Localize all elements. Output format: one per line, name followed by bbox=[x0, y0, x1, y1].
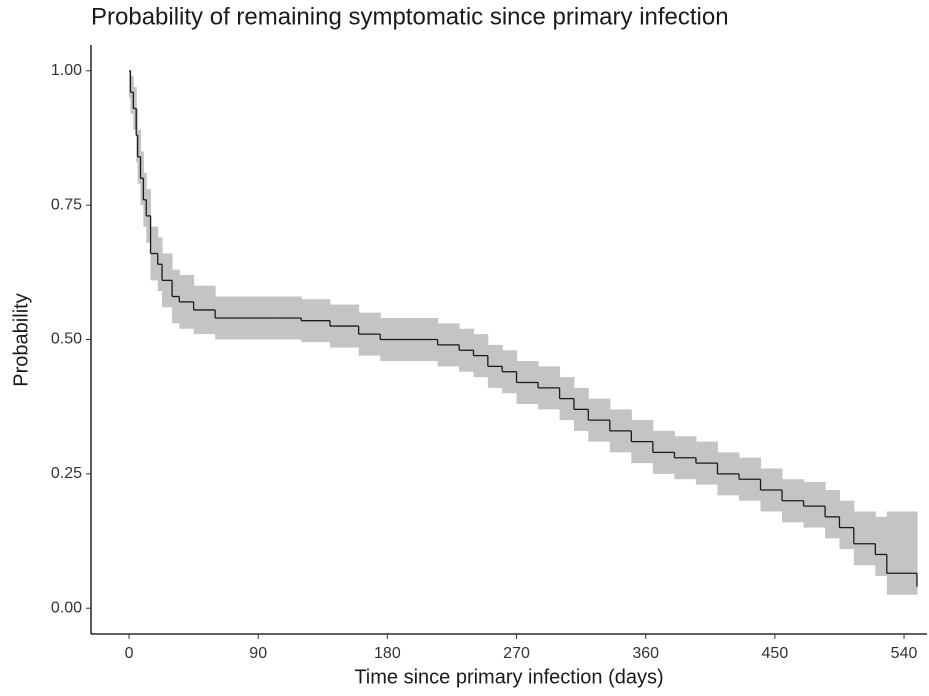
y-tick-label: 0.25 bbox=[51, 465, 82, 482]
y-tick-label: 0.75 bbox=[51, 196, 82, 213]
x-tick-label: 450 bbox=[762, 645, 789, 662]
band-step bbox=[839, 500, 855, 550]
x-tick-label: 540 bbox=[891, 645, 918, 662]
band-step bbox=[916, 511, 918, 595]
x-tick-label: 0 bbox=[125, 645, 134, 662]
curve bbox=[129, 70, 918, 587]
x-tick-label: 360 bbox=[632, 645, 659, 662]
band-step bbox=[825, 489, 840, 539]
y-tick-label: 0.00 bbox=[51, 599, 82, 616]
x-tick-label: 270 bbox=[503, 645, 530, 662]
band-step bbox=[853, 511, 876, 566]
band-step bbox=[875, 516, 888, 576]
chart-title: Probability of remaining symptomatic sin… bbox=[91, 3, 729, 30]
y-axis-label: Probability bbox=[10, 293, 32, 386]
x-tick-label: 180 bbox=[374, 645, 401, 662]
band-step bbox=[130, 76, 134, 114]
band-step bbox=[886, 511, 918, 595]
y-tick-label: 0.50 bbox=[51, 331, 82, 348]
x-tick-label: 90 bbox=[249, 645, 267, 662]
band-step bbox=[803, 481, 826, 528]
y-tick-label: 1.00 bbox=[51, 62, 82, 79]
confidence-band bbox=[129, 70, 918, 595]
x-axis-label: Time since primary infection (days) bbox=[354, 666, 663, 688]
